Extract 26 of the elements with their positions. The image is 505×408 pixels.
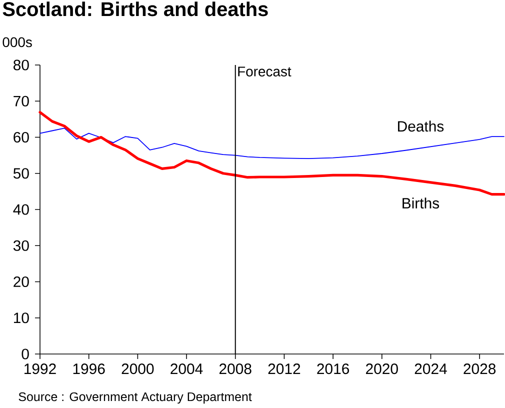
x-tick-label: 2016 xyxy=(317,364,350,374)
x-tick-label: 1996 xyxy=(73,364,105,374)
y-tick-label: 30 xyxy=(13,240,29,251)
source-note: Source : Government Actuary Department xyxy=(18,392,252,404)
series-label: Deaths xyxy=(398,120,444,132)
y-tick-label: 70 xyxy=(14,96,29,106)
x-tick-label: 1992 xyxy=(24,364,56,374)
line-series xyxy=(38,111,505,196)
y-axis-title: 000s xyxy=(2,37,32,48)
y-tick-label: 50 xyxy=(13,168,29,179)
y-tick-label: 0 xyxy=(22,348,29,360)
ref-line-label: Forecast xyxy=(238,66,292,76)
y-tick-label: 10 xyxy=(14,312,29,324)
x-tick-label: 2024 xyxy=(414,364,447,374)
y-tick-label: 60 xyxy=(14,132,29,143)
x-tick-label: 2008 xyxy=(220,364,252,374)
x-tick-label: 2004 xyxy=(170,364,203,374)
y-tick-label: 40 xyxy=(13,204,29,215)
x-tick-label: 2000 xyxy=(122,364,154,374)
series-label: Births xyxy=(402,198,440,209)
x-tick-label: 2020 xyxy=(366,364,398,374)
y-tick-label: 20 xyxy=(14,276,29,288)
x-tick-label: 2028 xyxy=(464,364,496,374)
chart-title: Scotland: Births and deaths xyxy=(2,2,268,16)
y-tick-label: 80 xyxy=(14,60,29,70)
x-tick-label: 2012 xyxy=(268,364,300,374)
